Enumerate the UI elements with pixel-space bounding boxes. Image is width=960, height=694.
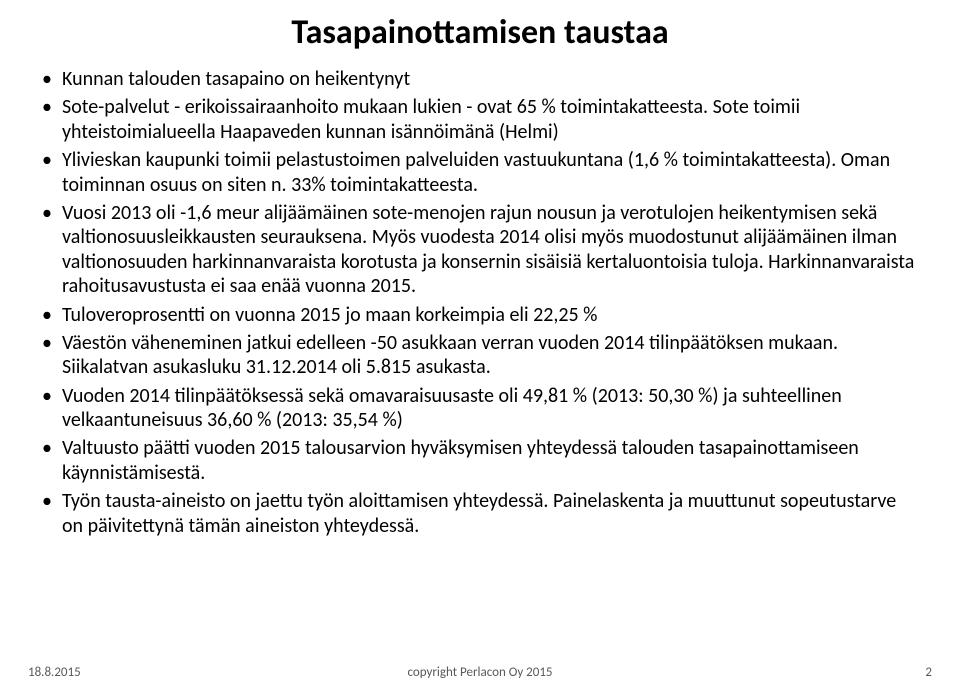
slide-title: Tasapainottamisen taustaa [40,12,920,53]
bullet-item: Ylivieskan kaupunki toimii pelastustoime… [40,148,920,197]
footer-copyright: copyright Perlacon Oy 2015 [0,665,960,680]
bullet-item: Vuoden 2014 tilinpäätöksessä sekä omavar… [40,384,920,433]
slide: Tasapainottamisen taustaa Kunnan taloude… [0,0,960,694]
bullet-item: Työn tausta-aineisto on jaettu työn aloi… [40,489,920,538]
bullet-item: Väestön väheneminen jatkui edelleen -50 … [40,331,920,380]
footer-page-number: 2 [925,665,932,680]
bullet-item: Kunnan talouden tasapaino on heikentynyt [40,67,920,91]
bullet-item: Valtuusto päätti vuoden 2015 talousarvio… [40,436,920,485]
bullet-item: Sote-palvelut - erikoissairaanhoito muka… [40,95,920,144]
bullet-item: Vuosi 2013 oli -1,6 meur alijäämäinen so… [40,201,920,299]
bullet-list: Kunnan talouden tasapaino on heikentynyt… [40,67,920,538]
bullet-item: Tuloveroprosentti on vuonna 2015 jo maan… [40,303,920,327]
